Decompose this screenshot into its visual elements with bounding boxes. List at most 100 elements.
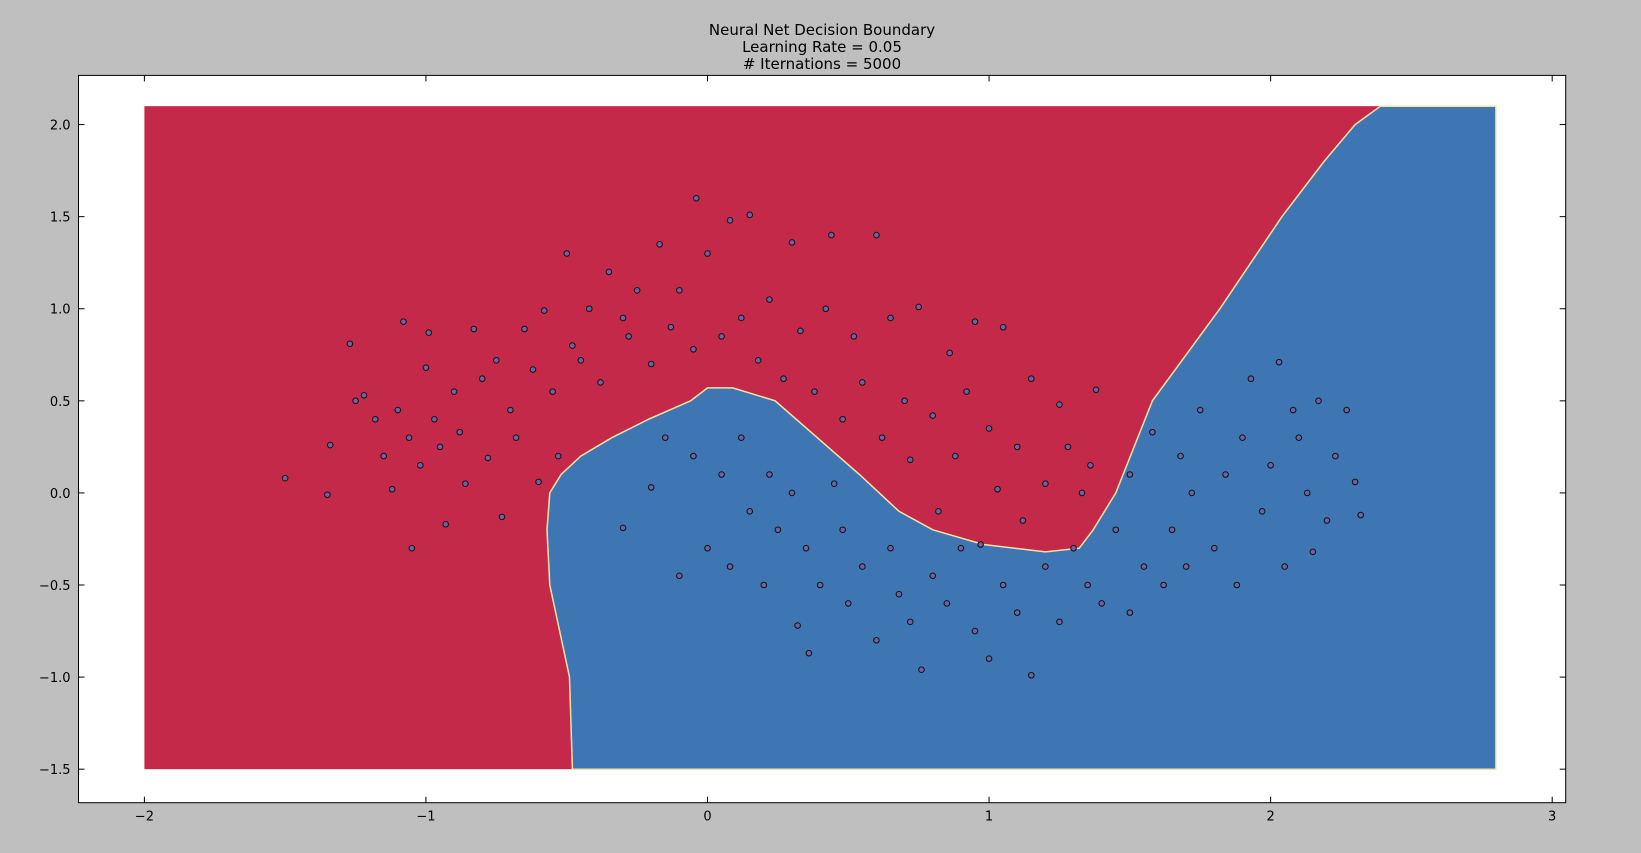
data-point — [929, 572, 937, 580]
data-point — [661, 434, 669, 441]
data-point — [766, 296, 773, 303]
data-point — [878, 434, 886, 441]
data-point — [726, 217, 734, 224]
data-point — [554, 452, 562, 460]
data-point — [1247, 375, 1255, 383]
x-tick-label: −2 — [135, 810, 154, 825]
data-point — [507, 406, 514, 414]
data-point — [887, 314, 894, 322]
data-point — [951, 452, 959, 460]
data-point — [844, 600, 852, 607]
data-point — [1070, 544, 1077, 552]
data-point — [540, 307, 548, 314]
data-point — [1258, 508, 1266, 515]
data-point — [797, 327, 804, 335]
data-point — [999, 323, 1007, 331]
y-tick-label: −1.5 — [39, 763, 71, 778]
y-tick-label: −1.0 — [39, 671, 71, 686]
data-point — [400, 318, 407, 325]
data-point — [676, 572, 683, 580]
data-point — [1098, 600, 1105, 607]
data-point — [946, 349, 953, 357]
data-point — [850, 333, 858, 340]
data-point — [971, 318, 979, 325]
data-point — [704, 544, 711, 552]
data-point — [408, 544, 416, 552]
data-point — [1042, 480, 1049, 488]
data-point — [915, 303, 922, 311]
data-point — [1177, 452, 1184, 460]
data-point — [830, 480, 838, 488]
data-point — [1140, 563, 1148, 570]
data-point — [859, 563, 866, 570]
data-point — [895, 590, 903, 598]
data-point — [839, 415, 846, 423]
data-point — [549, 388, 556, 395]
data-point — [690, 452, 697, 460]
data-point — [788, 239, 796, 246]
data-point — [450, 388, 458, 395]
data-point — [346, 340, 354, 348]
data-point — [605, 268, 613, 276]
chart-subtitle: # Iternations = 5000 — [743, 55, 901, 73]
decision-region — [546, 105, 1497, 770]
data-point — [326, 441, 334, 449]
data-point — [1078, 489, 1086, 497]
data-point — [478, 375, 486, 383]
data-point — [498, 513, 506, 521]
data-point — [380, 452, 388, 460]
data-point — [619, 314, 627, 322]
data-point — [656, 240, 663, 248]
data-point — [1315, 397, 1322, 405]
data-point — [994, 485, 1001, 493]
data-point — [1323, 517, 1331, 524]
data-point — [1064, 443, 1072, 451]
data-point — [425, 329, 433, 336]
data-point — [704, 250, 711, 257]
axes-frame — [78, 74, 1567, 804]
data-point — [1211, 544, 1218, 552]
data-point — [442, 520, 449, 528]
data-point — [805, 649, 813, 657]
chart-title: Neural Net Decision Boundary — [709, 21, 935, 39]
data-point — [1126, 609, 1134, 616]
y-tick-label: −0.5 — [39, 579, 71, 594]
data-point — [1182, 563, 1190, 570]
data-point — [1056, 401, 1063, 408]
data-point — [1222, 471, 1229, 478]
x-tick-label: 0 — [703, 810, 711, 825]
data-point — [957, 544, 965, 552]
data-point — [1087, 461, 1094, 469]
data-point — [1289, 406, 1297, 414]
data-point — [1027, 375, 1035, 383]
data-point — [692, 194, 700, 202]
data-point — [1196, 406, 1204, 414]
data-point — [1188, 489, 1196, 497]
data-point — [422, 364, 430, 371]
y-tick-label: 0.0 — [50, 487, 71, 502]
x-tick-label: 1 — [985, 810, 993, 825]
data-point — [906, 456, 914, 464]
data-point — [718, 471, 725, 478]
data-point — [811, 388, 818, 395]
data-point — [901, 397, 908, 405]
data-point — [906, 618, 914, 626]
data-point — [436, 443, 444, 451]
data-point — [462, 480, 469, 488]
data-point — [563, 250, 571, 257]
data-point — [929, 412, 937, 419]
data-point — [470, 325, 478, 333]
data-point — [1092, 386, 1100, 394]
data-point — [726, 563, 734, 570]
data-point — [971, 627, 979, 635]
data-point — [839, 526, 846, 534]
data-point — [1332, 452, 1339, 460]
data-point — [816, 581, 824, 589]
data-point — [935, 508, 942, 515]
data-point — [1233, 581, 1241, 589]
data-point — [667, 323, 675, 331]
data-point — [718, 333, 725, 340]
data-point — [766, 471, 773, 478]
x-tick-label: 2 — [1266, 810, 1274, 825]
